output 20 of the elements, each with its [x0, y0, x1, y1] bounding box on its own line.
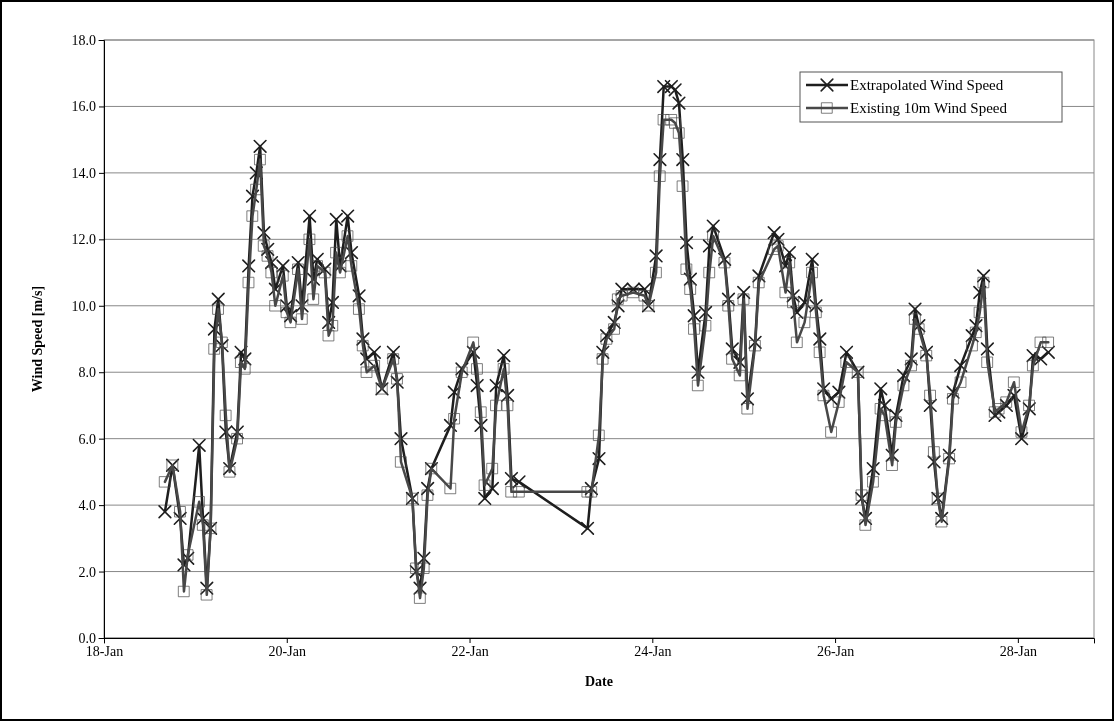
y-tick-label: 4.0	[78, 498, 96, 514]
x-tick-label: 20-Jan	[268, 643, 306, 659]
x-axis-title: Date	[585, 674, 613, 689]
y-tick-label: 0.0	[78, 630, 96, 646]
y-tick-label: 14.0	[71, 165, 96, 181]
y-tick-label: 2.0	[78, 564, 96, 580]
x-tick-label: 22-Jan	[451, 643, 489, 659]
y-tick-label: 8.0	[78, 365, 96, 381]
y-tick-label: 16.0	[71, 99, 96, 115]
legend-label: Extrapolated Wind Speed	[850, 77, 1004, 93]
legend-label: Existing 10m Wind Speed	[850, 100, 1008, 116]
y-axis-title: Wind Speed [m/s]	[30, 285, 45, 393]
x-tick-label: 18-Jan	[85, 643, 124, 659]
y-tick-label: 6.0	[78, 431, 96, 447]
y-tick-label: 10.0	[71, 298, 96, 314]
x-tick-label: 26-Jan	[816, 643, 855, 659]
y-tick-label: 12.0	[71, 232, 96, 248]
x-tick-label: 24-Jan	[634, 643, 672, 659]
y-tick-label: 18.0	[71, 32, 96, 48]
x-tick-label: 28-Jan	[999, 643, 1038, 659]
